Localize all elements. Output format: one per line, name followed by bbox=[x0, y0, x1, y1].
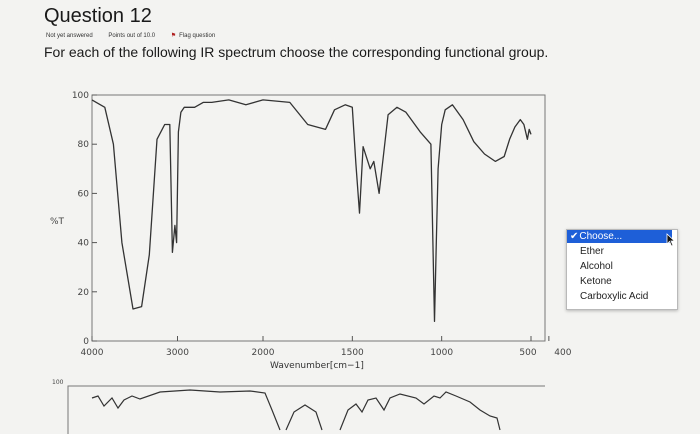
y-tick-label: 100 bbox=[72, 91, 89, 101]
next-chart-ytick: 100 bbox=[52, 379, 64, 386]
x-tick-label: 500 bbox=[519, 348, 536, 358]
functional-group-dropdown[interactable]: ✔Choose... Ether Alcohol Ketone Carboxyl… bbox=[566, 229, 678, 310]
question-prompt: For each of the following IR spectrum ch… bbox=[44, 44, 549, 60]
x-tick-label: 1500 bbox=[341, 348, 364, 358]
dropdown-selected-label: Choose... bbox=[579, 231, 623, 242]
x-tick-label: 1000 bbox=[430, 348, 453, 358]
question-status: Not yet answered bbox=[46, 33, 93, 39]
y-tick-label: 0 bbox=[83, 337, 89, 347]
question-points: Points out of 10.0 bbox=[108, 33, 156, 39]
x-axis-label: Wavenumber[cm−1] bbox=[270, 361, 364, 371]
y-tick-label: 20 bbox=[78, 288, 90, 298]
spectrum-line bbox=[91, 99, 532, 322]
next-chart-line bbox=[91, 389, 501, 431]
mouse-cursor-icon bbox=[666, 233, 676, 247]
dropdown-option-ketone[interactable]: Ketone bbox=[580, 276, 612, 287]
question-meta: Not yet answered Points out of 10.0 ⚑ Fla… bbox=[46, 32, 243, 39]
dropdown-option-carboxylic-acid[interactable]: Carboxylic Acid bbox=[580, 291, 649, 302]
dropdown-selected-option[interactable]: ✔Choose... bbox=[567, 230, 672, 243]
y-tick-label: 60 bbox=[78, 189, 90, 199]
check-icon: ✔ bbox=[570, 231, 579, 242]
dropdown-option-alcohol[interactable]: Alcohol bbox=[580, 261, 613, 272]
y-axis-label: %T bbox=[50, 217, 65, 227]
y-tick-label: 40 bbox=[78, 239, 90, 249]
question-title: Question 12 bbox=[44, 5, 152, 27]
dropdown-option-ether[interactable]: Ether bbox=[580, 246, 604, 257]
plot-frame bbox=[91, 94, 546, 342]
x-tick-label: 4000 bbox=[81, 348, 104, 358]
x-tick-label: 2000 bbox=[252, 348, 275, 358]
flag-icon: ⚑ bbox=[170, 33, 177, 39]
flag-question-link[interactable]: ⚑ Flag question bbox=[171, 33, 229, 39]
next-chart-preview: 100 bbox=[52, 379, 545, 434]
y-tick-label: 80 bbox=[78, 140, 90, 150]
x-tick-label: 3000 bbox=[166, 348, 189, 358]
next-chart-frame bbox=[67, 385, 545, 434]
flag-question-label: Flag question bbox=[179, 33, 216, 39]
x-tick-label: 400 bbox=[554, 348, 571, 358]
